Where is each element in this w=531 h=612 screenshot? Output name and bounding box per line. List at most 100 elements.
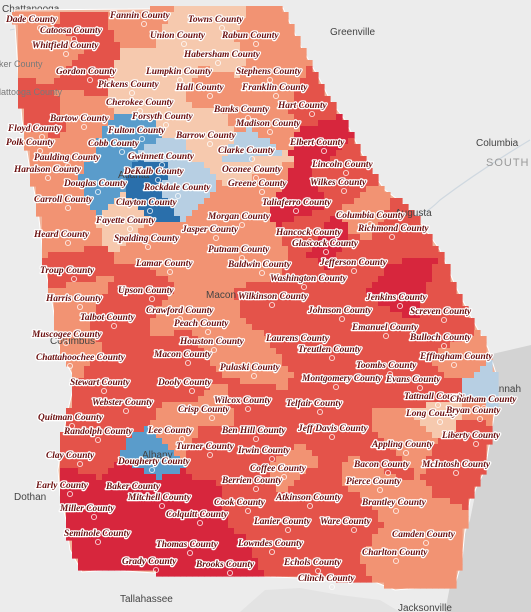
county-fill-heard-county[interactable] bbox=[72, 234, 79, 241]
county-fill-long-county[interactable] bbox=[438, 408, 445, 415]
county-fill-lincoln-county[interactable] bbox=[360, 156, 367, 163]
county-fill-rockdale-county[interactable] bbox=[180, 210, 187, 217]
county-fill-coffee-county[interactable] bbox=[306, 462, 313, 469]
county-fill-randolph-county[interactable] bbox=[114, 438, 121, 445]
county-fill-elbert-county[interactable] bbox=[300, 138, 307, 145]
county-fill-douglas-county[interactable] bbox=[114, 168, 121, 175]
county-fill-lumpkin-county[interactable] bbox=[162, 54, 169, 61]
county-fill-putnam-county[interactable] bbox=[240, 264, 247, 271]
county-fill-floyd-county[interactable] bbox=[24, 108, 31, 115]
county-fill-houston-county[interactable] bbox=[228, 330, 235, 337]
county-fill-towns-county[interactable] bbox=[210, 30, 217, 37]
county-fill-fulton-county[interactable] bbox=[150, 132, 157, 139]
county-fill-jefferson-county[interactable] bbox=[336, 252, 343, 259]
county-fill-fayette-county[interactable] bbox=[120, 192, 127, 199]
county-fill-webster-county[interactable] bbox=[126, 402, 133, 409]
county-fill-greene-county[interactable] bbox=[276, 174, 283, 181]
county-fill-fannin-county[interactable] bbox=[156, 30, 163, 37]
county-fill-baldwin-county[interactable] bbox=[264, 264, 271, 271]
county-fill-whitfield-county[interactable] bbox=[42, 42, 49, 49]
county-fill-jenkins-county[interactable] bbox=[402, 282, 409, 289]
county-fill-macon-county[interactable] bbox=[192, 348, 199, 355]
county-fill-screven-county[interactable] bbox=[432, 294, 439, 301]
county-fill-wilkinson-county[interactable] bbox=[240, 306, 247, 313]
county-fill-cherokee-county[interactable] bbox=[156, 84, 163, 91]
county-fill-pickens-county[interactable] bbox=[126, 84, 133, 91]
county-fill-macon-county[interactable] bbox=[186, 330, 193, 337]
county-fill-gwinnett-county[interactable] bbox=[144, 150, 151, 157]
county-fill-heard-county[interactable] bbox=[42, 246, 49, 253]
county-fill-turner-county[interactable] bbox=[222, 444, 229, 451]
county-fill-troup-county[interactable] bbox=[108, 264, 115, 271]
county-fill-appling-county[interactable] bbox=[396, 420, 403, 427]
county-fill-randolph-county[interactable] bbox=[120, 426, 127, 433]
county-fill-jasper-county[interactable] bbox=[222, 234, 229, 241]
county-fill-screven-county[interactable] bbox=[462, 306, 469, 313]
county-fill-whitfield-county[interactable] bbox=[36, 54, 43, 61]
county-fill-stewart-county[interactable] bbox=[96, 372, 103, 379]
county-fill-evans-county[interactable] bbox=[426, 354, 433, 361]
county-fill-crawford-county[interactable] bbox=[168, 300, 175, 307]
county-fill-screven-county[interactable] bbox=[450, 282, 457, 289]
county-fill-rabun-county[interactable] bbox=[282, 18, 289, 25]
county-fill-turner-county[interactable] bbox=[204, 456, 211, 463]
county-fill-appling-county[interactable] bbox=[396, 408, 403, 415]
county-fill-hall-county[interactable] bbox=[204, 72, 211, 79]
county-fill-johnson-county[interactable] bbox=[330, 288, 337, 295]
county-fill-richmond-county[interactable] bbox=[426, 240, 433, 247]
county-fill-morgan-county[interactable] bbox=[222, 210, 229, 217]
county-fill-emanuel-county[interactable] bbox=[372, 318, 379, 325]
county-fill-rabun-county[interactable] bbox=[270, 18, 277, 25]
county-fill-telfair-county[interactable] bbox=[312, 414, 319, 421]
county-fill-berrien-county[interactable] bbox=[240, 462, 247, 469]
county-fill-forsyth-county[interactable] bbox=[162, 114, 169, 121]
county-fill-troup-county[interactable] bbox=[54, 252, 61, 259]
county-fill-spalding-county[interactable] bbox=[162, 234, 169, 241]
county-fill-evans-county[interactable] bbox=[396, 402, 403, 409]
county-fill-houston-county[interactable] bbox=[228, 336, 235, 343]
county-fill-effingham-county[interactable] bbox=[474, 330, 481, 337]
county-fill-telfair-county[interactable] bbox=[294, 384, 301, 391]
county-fill-screven-county[interactable] bbox=[456, 294, 463, 301]
county-fill-forsyth-county[interactable] bbox=[156, 102, 163, 109]
county-fill-talbot-county[interactable] bbox=[108, 300, 115, 307]
county-fill-pierce-county[interactable] bbox=[372, 474, 379, 481]
county-fill-glascock-county[interactable] bbox=[318, 258, 325, 265]
county-fill-evans-county[interactable] bbox=[414, 348, 421, 355]
county-fill-coffee-county[interactable] bbox=[282, 486, 289, 493]
county-fill-pulaski-county[interactable] bbox=[222, 372, 229, 379]
county-fill-laurens-county[interactable] bbox=[288, 324, 295, 331]
county-fill-lumpkin-county[interactable] bbox=[156, 66, 163, 73]
county-fill-clarke-county[interactable] bbox=[228, 144, 235, 151]
county-fill-lamar-county[interactable] bbox=[186, 270, 193, 277]
county-fill-wilcox-county[interactable] bbox=[252, 384, 259, 391]
county-fill-talbot-county[interactable] bbox=[108, 288, 115, 295]
county-fill-baldwin-county[interactable] bbox=[246, 276, 253, 283]
county-fill-clay-county[interactable] bbox=[96, 474, 103, 481]
county-fill-chatham-county[interactable] bbox=[492, 372, 499, 379]
county-fill-oconee-county[interactable] bbox=[234, 174, 241, 181]
county-fill-quitman-county[interactable] bbox=[66, 408, 73, 415]
county-fill-washington-county[interactable] bbox=[288, 264, 295, 271]
county-fill-floyd-county[interactable] bbox=[30, 120, 37, 127]
county-fill-paulding-county[interactable] bbox=[66, 138, 73, 145]
county-fill-chatham-county[interactable] bbox=[486, 390, 493, 397]
county-fill-fulton-county[interactable] bbox=[138, 120, 145, 127]
county-fill-screven-county[interactable] bbox=[450, 294, 457, 301]
county-fill-gwinnett-county[interactable] bbox=[168, 156, 175, 163]
county-fill-elbert-county[interactable] bbox=[318, 150, 325, 157]
county-fill-turner-county[interactable] bbox=[186, 462, 193, 469]
county-fill-harris-county[interactable] bbox=[84, 288, 91, 295]
county-fill-union-county[interactable] bbox=[174, 24, 181, 31]
county-fill-hall-county[interactable] bbox=[192, 96, 199, 103]
county-fill-stephens-county[interactable] bbox=[288, 42, 295, 49]
county-fill-talbot-county[interactable] bbox=[132, 318, 139, 325]
county-fill-early-county[interactable] bbox=[90, 480, 97, 487]
county-fill-heard-county[interactable] bbox=[42, 234, 49, 241]
county-fill-evans-county[interactable] bbox=[408, 384, 415, 391]
county-fill-pulaski-county[interactable] bbox=[228, 360, 235, 367]
county-fill-clay-county[interactable] bbox=[78, 444, 85, 451]
county-fill-putnam-county[interactable] bbox=[234, 264, 241, 271]
county-fill-union-county[interactable] bbox=[192, 12, 199, 19]
county-fill-pickens-county[interactable] bbox=[126, 48, 133, 55]
